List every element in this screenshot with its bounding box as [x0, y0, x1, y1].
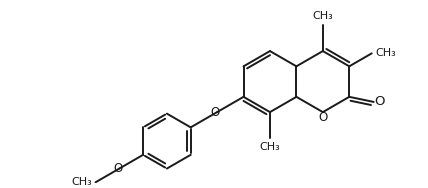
Text: CH₃: CH₃: [376, 48, 396, 58]
Text: CH₃: CH₃: [260, 142, 280, 152]
Text: O: O: [318, 111, 327, 124]
Text: CH₃: CH₃: [72, 177, 92, 187]
Text: O: O: [211, 106, 220, 119]
Text: CH₃: CH₃: [312, 11, 333, 21]
Text: O: O: [114, 162, 123, 175]
Text: O: O: [374, 96, 385, 108]
